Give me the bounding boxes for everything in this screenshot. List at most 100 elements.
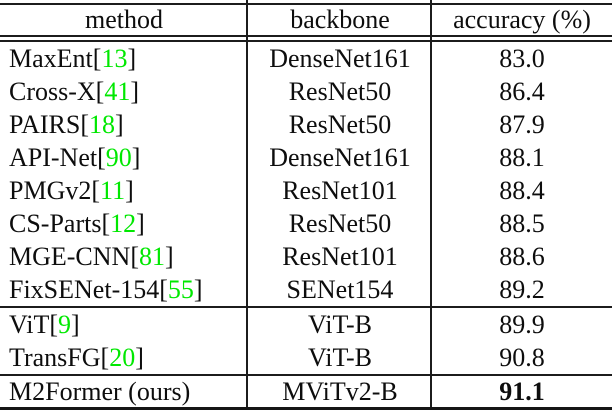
method-name: PAIRS bbox=[9, 109, 81, 139]
accuracy-cell: 88.6 bbox=[499, 241, 545, 271]
method-cell: MaxEnt [13] bbox=[0, 42, 248, 75]
citation-bracket: ] bbox=[165, 241, 174, 271]
citation-number: 81 bbox=[139, 241, 166, 271]
citation-number: 18 bbox=[88, 109, 115, 139]
accuracy-cell: 86.4 bbox=[499, 76, 545, 106]
method-name: Cross-X bbox=[9, 76, 96, 106]
group-separator-rule-2 bbox=[0, 374, 612, 376]
table-row: Cross-X [41] ResNet50 86.4 bbox=[0, 75, 612, 108]
table-top-rule bbox=[0, 3, 612, 5]
method-name: M2Former (ours) bbox=[9, 376, 191, 406]
citation-number: 41 bbox=[104, 76, 131, 106]
backbone-cell: ResNet50 bbox=[288, 76, 392, 106]
citation-bracket: ] bbox=[71, 309, 80, 339]
method-cell: ViT [9] bbox=[0, 308, 248, 341]
citation-bracket: [ bbox=[95, 76, 105, 106]
table-row: M2Former (ours) MViTv2-B 91.1 bbox=[0, 376, 612, 407]
header-backbone: backbone bbox=[290, 5, 390, 34]
method-name: API-Net bbox=[9, 142, 98, 172]
table-row: TransFG [20] ViT-B 90.8 bbox=[0, 341, 612, 374]
backbone-cell: ResNet50 bbox=[288, 208, 392, 238]
citation-bracket: ] bbox=[125, 175, 134, 205]
method-name: MGE-CNN bbox=[9, 241, 131, 271]
method-name: PMGv2 bbox=[9, 175, 92, 205]
backbone-cell: SENet154 bbox=[286, 274, 394, 304]
header-double-rule-top bbox=[0, 35, 612, 37]
citation-bracket: [ bbox=[49, 309, 58, 339]
table-row: PAIRS [18] ResNet50 87.9 bbox=[0, 108, 612, 141]
backbone-cell: DenseNet161 bbox=[269, 43, 411, 73]
citation-bracket: [ bbox=[92, 43, 102, 73]
citation-bracket: [ bbox=[80, 109, 89, 139]
header-double-rule-bottom bbox=[0, 40, 612, 42]
citation-bracket: ] bbox=[130, 76, 140, 106]
accuracy-cell: 88.5 bbox=[499, 208, 545, 238]
method-cell: API-Net [90] bbox=[0, 141, 248, 174]
table-group-cnn: MaxEnt [13] DenseNet161 83.0 Cross-X [41] Re… bbox=[0, 42, 612, 306]
method-name: ViT bbox=[9, 309, 50, 339]
accuracy-cell: 91.1 bbox=[499, 376, 545, 406]
backbone-cell: ViT-B bbox=[308, 309, 372, 339]
citation-bracket: [ bbox=[130, 241, 140, 271]
table-row: CS-Parts [12] ResNet50 88.5 bbox=[0, 207, 612, 240]
results-table: method backbone accuracy (%) MaxEnt [13]… bbox=[0, 3, 612, 410]
header-double-rule-gap bbox=[0, 37, 612, 40]
header-method: method bbox=[85, 5, 163, 34]
method-cell: TransFG [20] bbox=[0, 341, 248, 374]
citation-bracket: ] bbox=[131, 142, 141, 172]
citation-bracket: [ bbox=[101, 208, 111, 238]
method-cell: FixSENet-154 [55] bbox=[0, 273, 248, 306]
table-row: API-Net [90] DenseNet161 88.1 bbox=[0, 141, 612, 174]
accuracy-cell: 89.2 bbox=[499, 274, 545, 304]
citation-bracket: ] bbox=[193, 274, 203, 304]
accuracy-cell: 87.9 bbox=[499, 109, 545, 139]
table-row: FixSENet-154 [55] SENet154 89.2 bbox=[0, 273, 612, 306]
citation-number: 9 bbox=[58, 309, 71, 339]
backbone-cell: ResNet101 bbox=[282, 241, 398, 271]
citation-bracket: ] bbox=[136, 208, 145, 238]
header-accuracy: accuracy (%) bbox=[453, 5, 591, 34]
table-row: MGE-CNN [81] ResNet101 88.6 bbox=[0, 240, 612, 273]
method-cell: CS-Parts [12] bbox=[0, 207, 248, 240]
accuracy-cell: 88.4 bbox=[499, 175, 545, 205]
backbone-cell: DenseNet161 bbox=[269, 142, 411, 172]
backbone-cell: ResNet50 bbox=[288, 109, 392, 139]
citation-bracket: [ bbox=[100, 342, 110, 372]
table-group-transformer: ViT [9] ViT-B 89.9 TransFG [20] ViT-B 90.8 bbox=[0, 308, 612, 374]
backbone-cell: MViTv2-B bbox=[282, 376, 398, 406]
accuracy-cell: 90.8 bbox=[499, 342, 545, 372]
method-name: TransFG bbox=[9, 342, 101, 372]
method-cell: M2Former (ours) bbox=[0, 376, 248, 407]
citation-number: 11 bbox=[100, 175, 126, 205]
method-cell: PMGv2 [11] bbox=[0, 174, 248, 207]
table-row: ViT [9] ViT-B 89.9 bbox=[0, 308, 612, 341]
table-row: MaxEnt [13] DenseNet161 83.0 bbox=[0, 42, 612, 75]
accuracy-cell: 89.9 bbox=[499, 309, 545, 339]
citation-bracket: ] bbox=[135, 342, 144, 372]
method-name: CS-Parts bbox=[9, 208, 102, 238]
table-row: PMGv2 [11] ResNet101 88.4 bbox=[0, 174, 612, 207]
citation-number: 90 bbox=[105, 142, 132, 172]
column-separator-2 bbox=[430, 0, 432, 407]
citation-number: 20 bbox=[109, 342, 136, 372]
citation-number: 12 bbox=[110, 208, 137, 238]
citation-bracket: ] bbox=[114, 109, 124, 139]
table-header-row: method backbone accuracy (%) bbox=[0, 5, 612, 35]
backbone-cell: ViT-B bbox=[308, 342, 372, 372]
method-name: FixSENet-154 bbox=[9, 274, 160, 304]
column-separator-1 bbox=[246, 0, 248, 407]
citation-bracket: ] bbox=[127, 43, 137, 73]
citation-bracket: [ bbox=[97, 142, 106, 172]
accuracy-cell: 88.1 bbox=[499, 142, 545, 172]
table-bottom-rule bbox=[0, 407, 612, 410]
method-cell: Cross-X [41] bbox=[0, 75, 248, 108]
table-group-ours: M2Former (ours) MViTv2-B 91.1 bbox=[0, 376, 612, 407]
method-name: MaxEnt bbox=[9, 43, 93, 73]
citation-number: 13 bbox=[101, 43, 128, 73]
citation-bracket: [ bbox=[159, 274, 168, 304]
citation-bracket: [ bbox=[91, 175, 101, 205]
backbone-cell: ResNet101 bbox=[282, 175, 398, 205]
accuracy-cell: 83.0 bbox=[499, 43, 545, 73]
citation-number: 55 bbox=[167, 274, 194, 304]
